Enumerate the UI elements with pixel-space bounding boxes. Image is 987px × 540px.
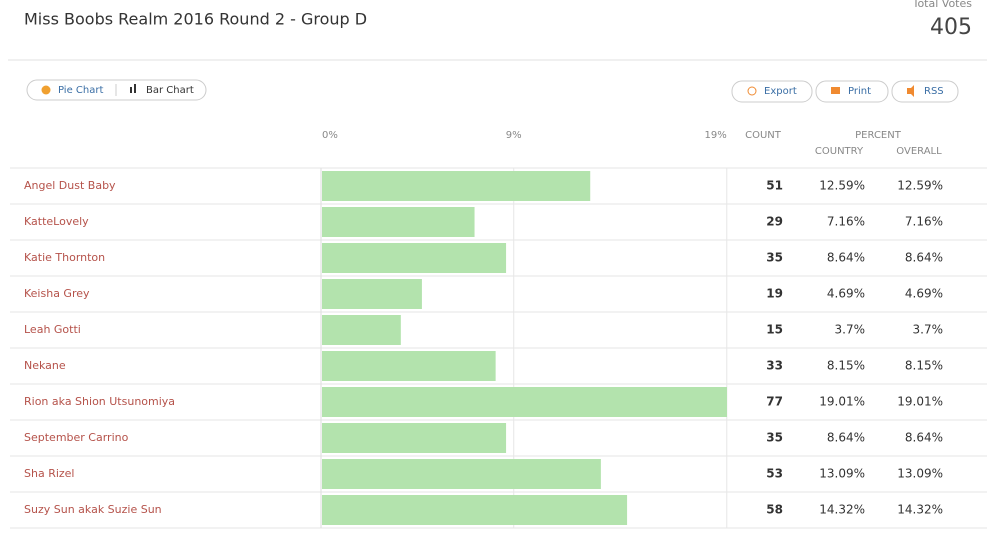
overall-percent: 13.09%: [897, 467, 943, 481]
candidate-name: Katie Thornton: [24, 251, 105, 264]
country-percent: 19.01%: [819, 395, 865, 409]
rss-icon: [907, 85, 914, 97]
bar: [322, 171, 591, 201]
pie-icon: [41, 85, 51, 95]
candidate-name: Leah Gotti: [24, 323, 81, 336]
country-percent: 4.69%: [827, 287, 865, 301]
vote-count: 35: [766, 251, 783, 265]
overall-percent: 19.01%: [897, 395, 943, 409]
rss-button-frame[interactable]: [891, 80, 959, 103]
rss-button[interactable]: RSS: [924, 86, 944, 97]
bar: [322, 315, 401, 345]
column-header: COUNT: [745, 130, 782, 141]
candidate-name: Rion aka Shion Utsunomiya: [24, 395, 175, 408]
vote-count: 19: [766, 287, 783, 301]
pie-chart-button[interactable]: Pie Chart: [58, 85, 103, 96]
vote-count: 15: [766, 323, 783, 337]
x-tick-label: 9%: [506, 130, 522, 141]
bar: [322, 351, 496, 381]
overall-percent: 4.69%: [905, 287, 943, 301]
candidate-name: Suzy Sun akak Suzie Sun: [24, 503, 162, 516]
country-percent: 8.64%: [827, 431, 865, 445]
country-percent: 14.32%: [819, 503, 865, 517]
country-percent: 3.7%: [835, 323, 866, 337]
print-icon: [831, 87, 840, 94]
bar: [322, 243, 507, 273]
candidate-name: Angel Dust Baby: [24, 179, 116, 192]
total-votes: 405: [930, 15, 972, 40]
overall-percent: 3.7%: [913, 323, 944, 337]
country-percent: 13.09%: [819, 467, 865, 481]
vote-count: 35: [766, 431, 783, 445]
bar: [322, 423, 507, 453]
candidate-name: KatteLovely: [24, 215, 89, 228]
bar: [322, 279, 422, 309]
vote-count: 53: [766, 467, 783, 481]
bar-chart-button[interactable]: Bar Chart: [146, 85, 194, 96]
vote-count: 33: [766, 359, 783, 373]
export-icon: [747, 86, 757, 96]
candidate-name: Nekane: [24, 359, 66, 372]
export-button[interactable]: Export: [764, 86, 797, 97]
total-votes-label: Total Votes: [912, 0, 973, 10]
candidate-name: Sha Rizel: [24, 467, 75, 480]
candidate-name: Keisha Grey: [24, 287, 90, 300]
overall-percent: 8.64%: [905, 251, 943, 265]
bar: [322, 459, 601, 489]
bar-icon: [134, 84, 136, 93]
overall-percent: 8.64%: [905, 431, 943, 445]
country-percent: 12.59%: [819, 179, 865, 193]
bar: [322, 207, 475, 237]
print-button-frame[interactable]: [815, 80, 889, 103]
column-header: OVERALL: [896, 146, 942, 157]
vote-count: 58: [766, 503, 783, 517]
export-button-frame[interactable]: [731, 80, 813, 103]
country-percent: 8.64%: [827, 251, 865, 265]
poll-title: Miss Boobs Realm 2016 Round 2 - Group D: [24, 10, 367, 29]
country-percent: 7.16%: [827, 215, 865, 229]
vote-count: 77: [766, 395, 783, 409]
candidate-name: September Carrino: [24, 431, 129, 444]
overall-percent: 12.59%: [897, 179, 943, 193]
x-tick-label: 0%: [322, 130, 338, 141]
vote-count: 29: [766, 215, 783, 229]
x-tick-label: 19%: [705, 130, 727, 141]
bar-icon: [130, 87, 132, 93]
column-header: COUNTRY: [815, 146, 864, 157]
country-percent: 8.15%: [827, 359, 865, 373]
bar: [322, 387, 727, 417]
print-button[interactable]: Print: [848, 86, 871, 97]
overall-percent: 7.16%: [905, 215, 943, 229]
bar: [322, 495, 628, 525]
overall-percent: 14.32%: [897, 503, 943, 517]
overall-percent: 8.15%: [905, 359, 943, 373]
vote-count: 51: [766, 179, 783, 193]
column-header: PERCENT: [855, 130, 902, 141]
